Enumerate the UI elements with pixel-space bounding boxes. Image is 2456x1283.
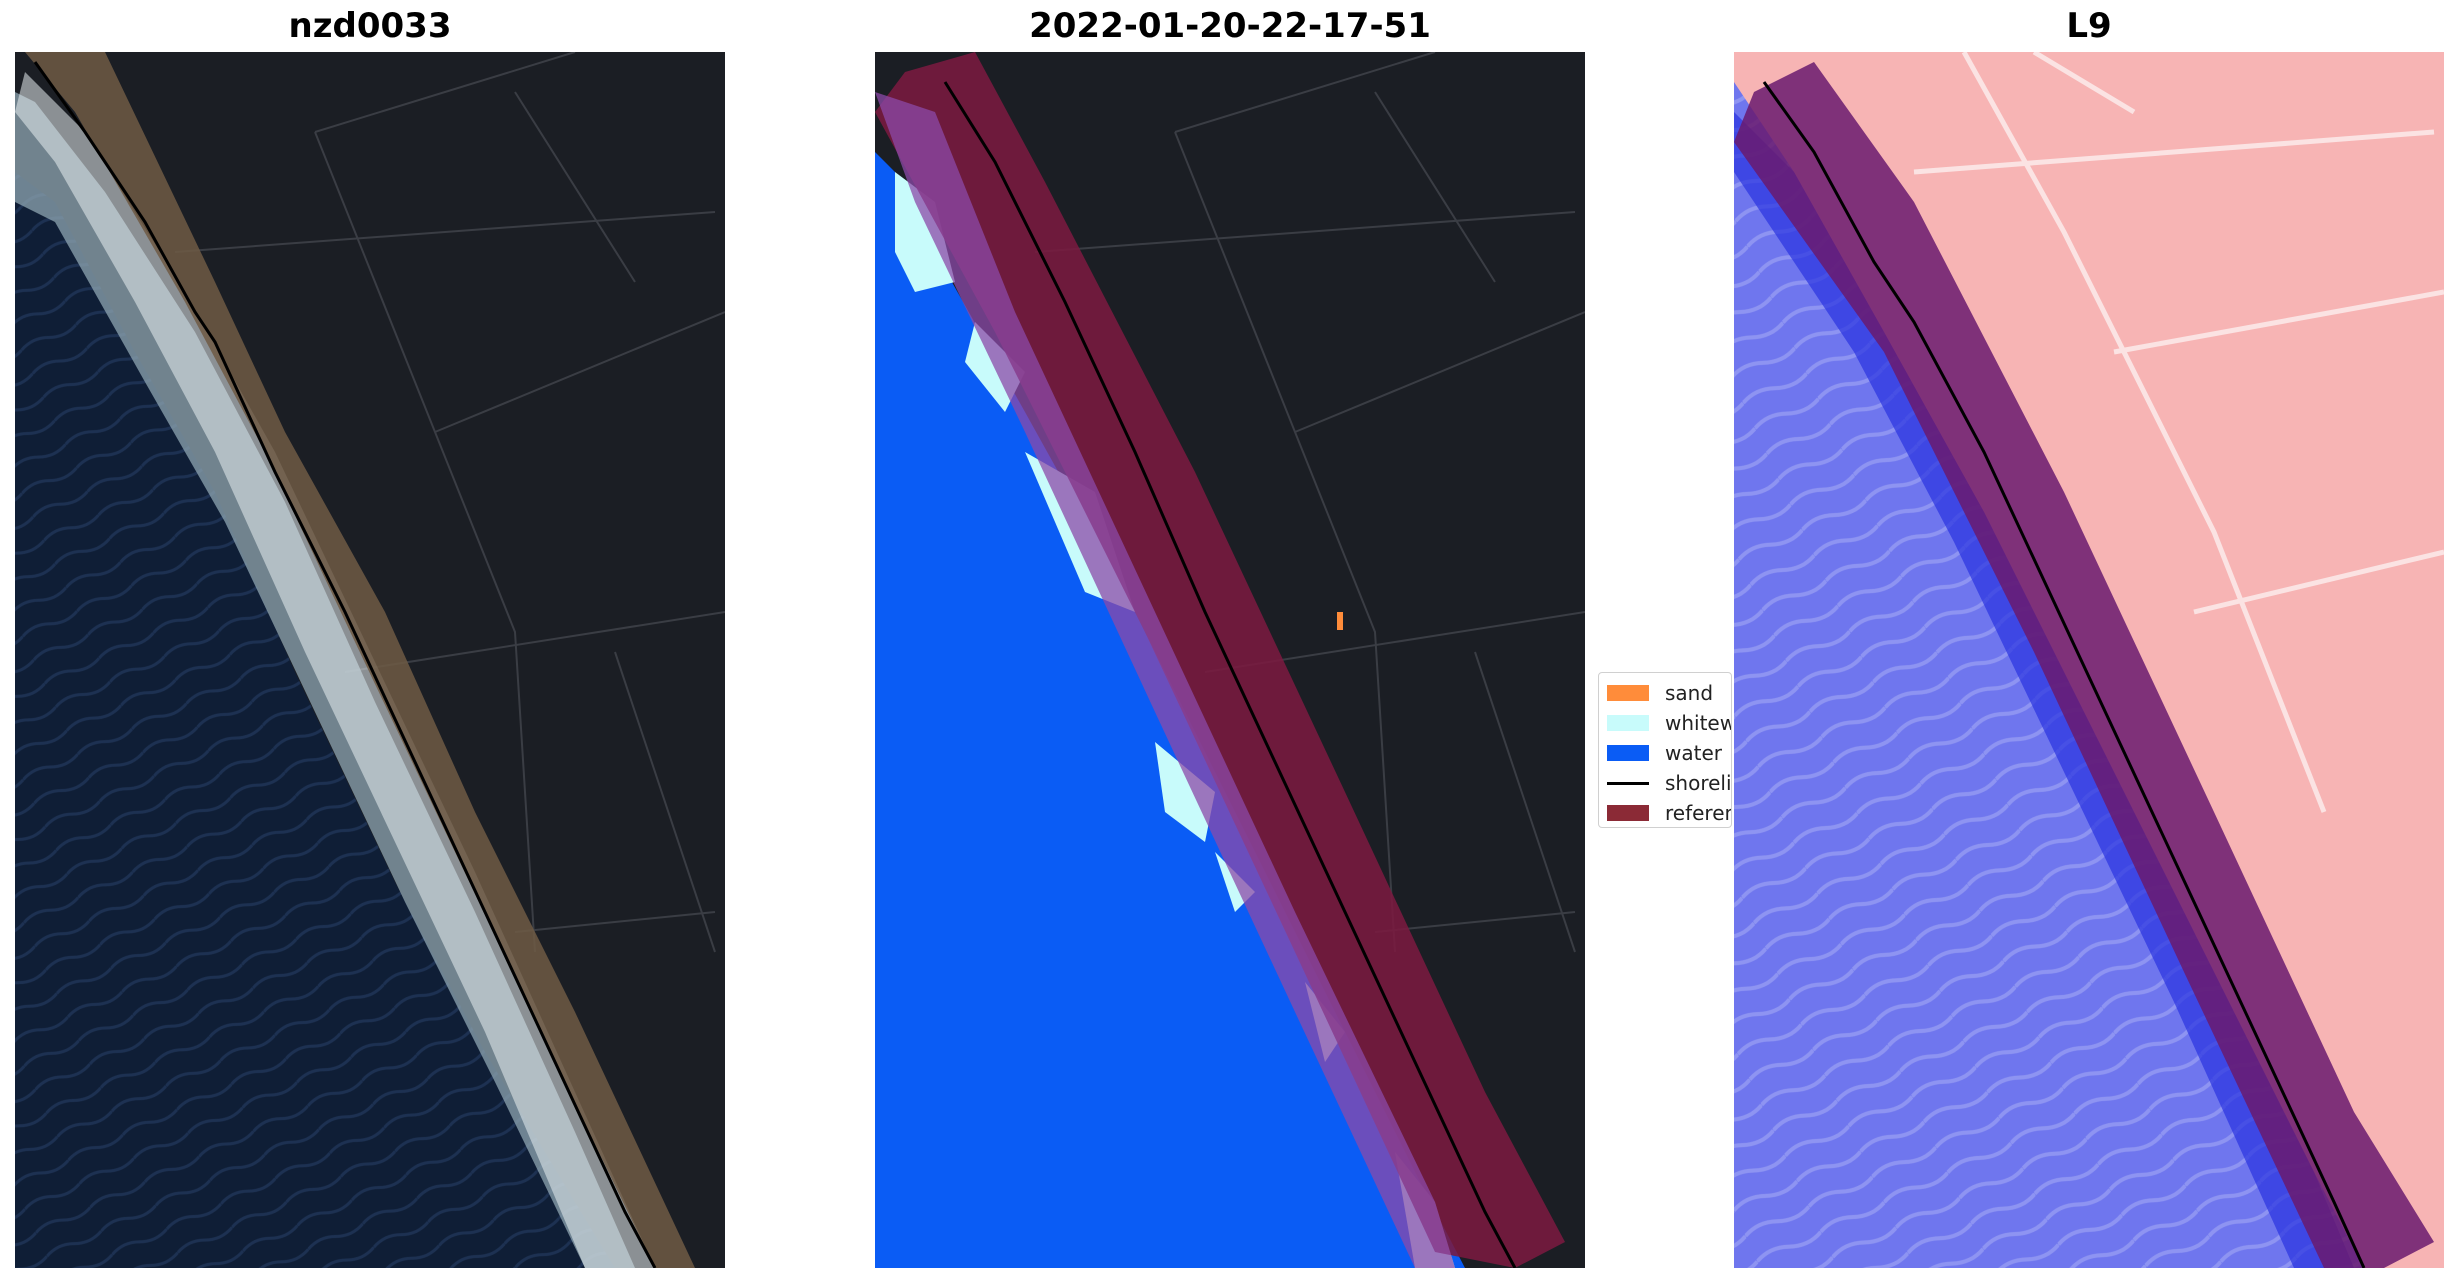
legend-label-water: water (1665, 741, 1722, 765)
classification-svg (875, 52, 1585, 1268)
panel-title-rgb: nzd0033 (288, 6, 452, 46)
legend-entry-water: water (1607, 741, 1722, 765)
whitewater-foam (15, 72, 655, 1268)
beach (25, 52, 695, 1268)
field-boundaries (174, 52, 725, 953)
legend-label-sand: sand (1665, 681, 1714, 705)
legend-entry-shoreline: shoreline (1607, 771, 1732, 795)
index-map-svg (1734, 52, 2444, 1268)
rgb-image-svg (15, 52, 725, 1268)
panel-title-index: L9 (2066, 6, 2112, 46)
panel-rgb-image (15, 52, 725, 1268)
panel-index-map (1734, 52, 2444, 1268)
reference-band (875, 52, 1565, 1268)
ocean-area (15, 172, 615, 1268)
land-features (1913, 52, 2444, 813)
legend-swatch-reference (1607, 805, 1649, 821)
mixed-class-zone (875, 92, 1455, 1268)
legend-label-shoreline: shoreline (1665, 771, 1732, 795)
shoreline (33, 61, 657, 1268)
legend-swatch-whitewater (1607, 715, 1649, 731)
panel-classification (875, 52, 1585, 1268)
legend-swatch-shoreline (1607, 781, 1649, 785)
panel-title-classification: 2022-01-20-22-17-51 (1029, 6, 1431, 46)
legend-label-reference: reference (1665, 801, 1731, 825)
legend-entry-reference: reference (1607, 801, 1731, 825)
shoreline (943, 81, 1517, 1268)
field-boundaries (1034, 52, 1585, 953)
sand-class (1337, 612, 1343, 630)
shoreline (1762, 81, 2366, 1268)
legend-swatch-sand (1607, 685, 1649, 701)
legend-swatch-water (1607, 745, 1649, 761)
legend-entry-sand: sand (1607, 681, 1713, 705)
